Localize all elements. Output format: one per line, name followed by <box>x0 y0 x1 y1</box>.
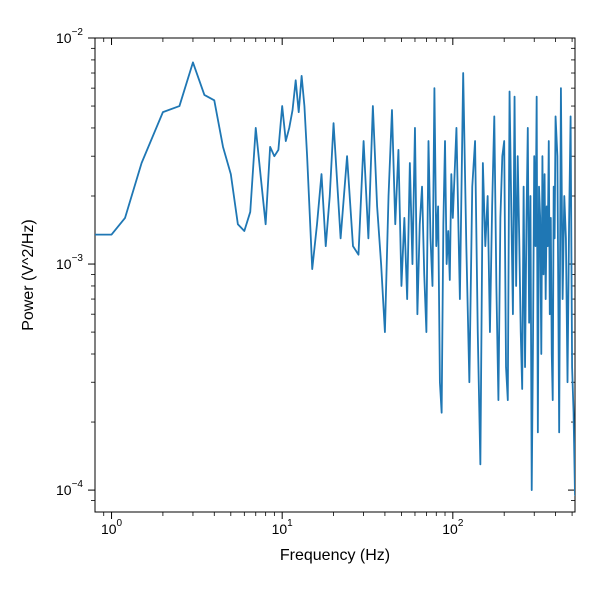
svg-text:10−4: 10−4 <box>56 479 83 498</box>
chart-container: 100 101 102 10−4 10−3 10−2 Frequency (Hz) Power… <box>0 0 600 600</box>
svg-text:102: 102 <box>442 518 464 537</box>
x-axis-label: Frequency (Hz) <box>280 547 390 564</box>
y-axis-label: Power (V^2/Hz) <box>20 219 37 331</box>
power-spectrum-chart: 100 101 102 10−4 10−3 10−2 Frequency (Hz) Power… <box>0 0 600 600</box>
power-series-line <box>95 62 575 495</box>
svg-text:10−2: 10−2 <box>56 27 83 46</box>
svg-text:10−3: 10−3 <box>56 253 83 272</box>
svg-text:100: 100 <box>101 518 123 537</box>
svg-text:101: 101 <box>272 518 294 537</box>
